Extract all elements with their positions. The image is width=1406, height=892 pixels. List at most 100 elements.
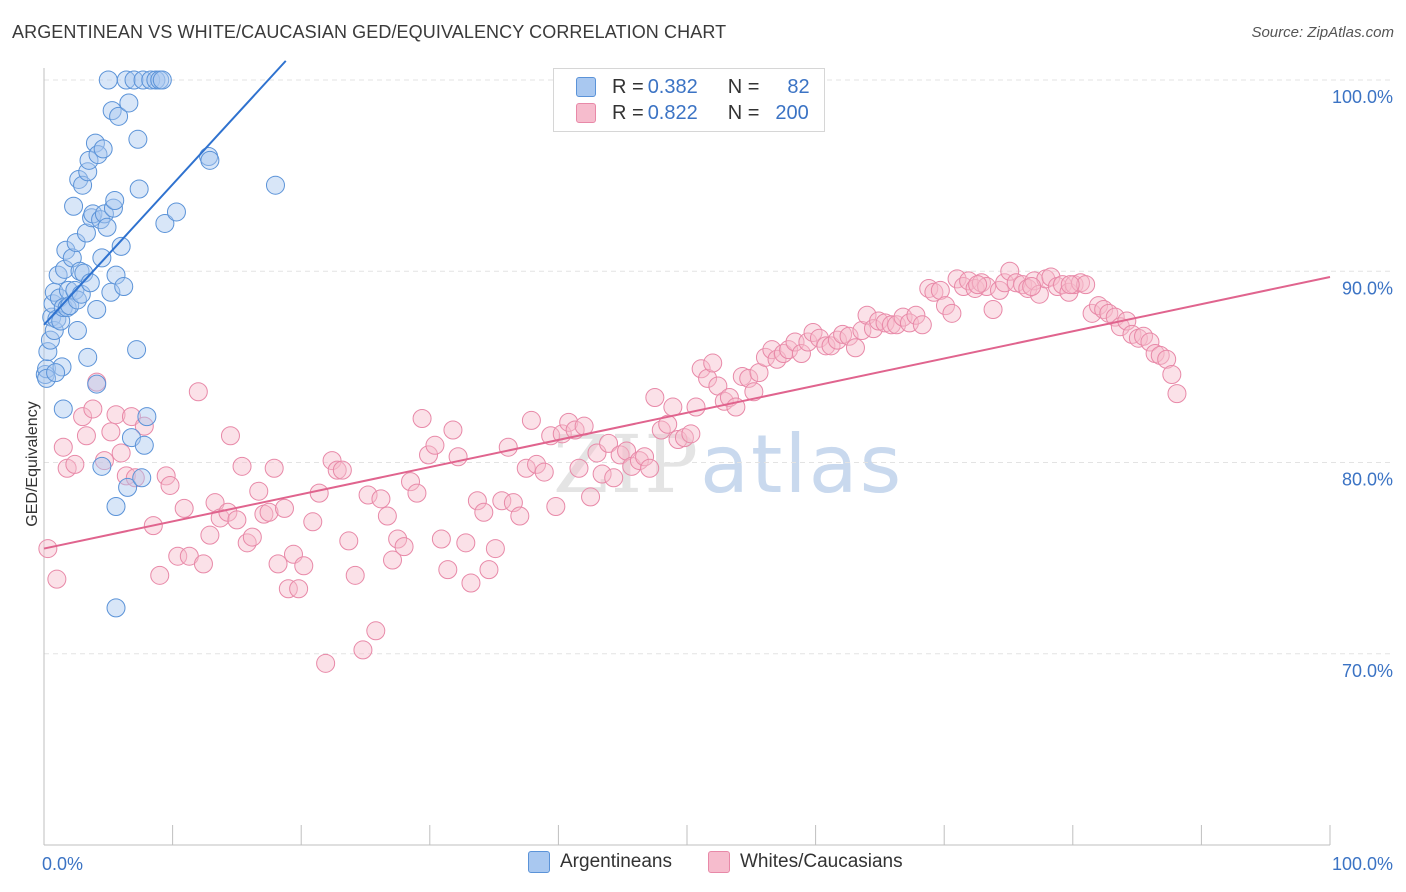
data-point-argentineans bbox=[265, 175, 285, 195]
data-point-whites bbox=[827, 330, 847, 350]
data-point-argentineans bbox=[132, 468, 152, 488]
data-point-whites bbox=[76, 426, 96, 446]
data-point-whites bbox=[691, 359, 711, 379]
data-point-whites bbox=[383, 550, 403, 570]
data-point-whites bbox=[968, 275, 988, 295]
data-point-whites bbox=[388, 529, 408, 549]
series-legend: Argentineans Whites/Caucasians bbox=[0, 851, 1406, 877]
data-point-argentineans bbox=[103, 198, 123, 218]
data-point-whites bbox=[953, 277, 973, 297]
data-point-argentineans bbox=[106, 598, 126, 618]
data-point-argentineans bbox=[37, 368, 57, 388]
data-point-whites bbox=[703, 353, 723, 373]
data-point-whites bbox=[461, 573, 481, 593]
watermark-atlas: atlas bbox=[700, 418, 904, 511]
data-point-whites bbox=[1157, 349, 1177, 369]
data-point-whites bbox=[274, 498, 294, 518]
data-point-whites bbox=[264, 458, 284, 478]
data-point-whites bbox=[983, 300, 1003, 319]
data-point-argentineans bbox=[127, 340, 147, 360]
data-point-argentineans bbox=[109, 106, 129, 126]
data-point-whites bbox=[919, 278, 939, 298]
data-point-whites bbox=[210, 508, 230, 528]
data-point-whites bbox=[237, 533, 257, 553]
data-point-whites bbox=[516, 458, 536, 478]
y-tick-label: 100.0% bbox=[1332, 87, 1393, 107]
legend-label-whites: Whites/Caucasians bbox=[740, 851, 903, 872]
data-point-argentineans bbox=[66, 233, 86, 253]
data-point-whites bbox=[303, 512, 323, 532]
data-point-whites bbox=[592, 464, 612, 484]
correlation-legend: R = 0.382 N = 82 R = 0.822 N = 200 bbox=[553, 68, 825, 132]
r-label: R = bbox=[612, 75, 644, 98]
data-point-whites bbox=[289, 579, 309, 599]
data-point-whites bbox=[645, 387, 665, 407]
data-point-whites bbox=[249, 481, 269, 501]
data-point-whites bbox=[101, 422, 121, 442]
series-whites-caucasians bbox=[38, 261, 1187, 673]
data-point-argentineans bbox=[128, 129, 148, 149]
data-point-whites bbox=[1076, 275, 1096, 295]
chart-title: ARGENTINEAN VS WHITE/CAUCASIAN GED/EQUIV… bbox=[12, 22, 727, 42]
data-point-whites bbox=[930, 280, 950, 300]
axis-labels: 100.0% 90.0% 80.0% 70.0% 0.0% 100.0% GED/Equiv… bbox=[24, 87, 1393, 874]
data-point-whites bbox=[617, 441, 637, 461]
data-point-whites bbox=[833, 324, 853, 344]
data-point-argentineans bbox=[105, 190, 125, 210]
data-point-whites bbox=[492, 491, 512, 511]
data-point-whites bbox=[73, 407, 93, 427]
data-point-argentineans bbox=[87, 300, 107, 319]
axes bbox=[43, 68, 1331, 846]
data-point-whites bbox=[407, 483, 427, 503]
data-point-whites bbox=[438, 560, 458, 580]
data-point-whites bbox=[125, 468, 145, 488]
data-point-argentineans bbox=[38, 342, 58, 362]
data-point-argentineans bbox=[118, 477, 138, 497]
data-point-whites bbox=[345, 565, 365, 585]
legend-item-argentineans[interactable]: Argentineans bbox=[528, 851, 672, 873]
data-point-whites bbox=[65, 454, 85, 474]
data-point-argentineans bbox=[53, 399, 73, 419]
data-point-whites bbox=[935, 296, 955, 316]
n-value: 200 bbox=[775, 101, 809, 124]
data-point-argentineans bbox=[67, 290, 87, 310]
data-point-argentineans bbox=[56, 240, 76, 260]
r-value: 0.822 bbox=[647, 101, 698, 124]
data-point-whites bbox=[83, 399, 103, 419]
data-point-argentineans bbox=[119, 93, 139, 113]
data-point-whites bbox=[686, 397, 706, 417]
data-point-whites bbox=[431, 529, 451, 549]
data-point-argentineans bbox=[92, 248, 112, 268]
data-point-whites bbox=[1094, 300, 1114, 319]
data-point-whites bbox=[327, 460, 347, 480]
y-tick-label: 90.0% bbox=[1342, 278, 1393, 298]
data-point-whites bbox=[521, 410, 541, 430]
data-point-argentineans bbox=[106, 265, 126, 285]
data-point-whites bbox=[534, 462, 554, 482]
data-point-whites bbox=[906, 305, 926, 325]
data-point-whites bbox=[1140, 332, 1160, 352]
data-point-argentineans bbox=[106, 496, 126, 516]
y-tick-label: 70.0% bbox=[1342, 661, 1393, 681]
data-point-whites bbox=[200, 525, 220, 545]
data-point-whites bbox=[599, 433, 619, 453]
data-point-whites bbox=[278, 579, 298, 599]
y-axis-title: GED/Equivalency bbox=[24, 401, 41, 526]
data-point-whites bbox=[242, 527, 262, 547]
data-point-whites bbox=[220, 426, 240, 446]
data-point-argentineans bbox=[98, 70, 118, 90]
data-point-whites bbox=[1167, 384, 1187, 404]
data-point-argentineans bbox=[93, 139, 113, 159]
data-point-whites bbox=[456, 533, 476, 553]
data-point-whites bbox=[755, 347, 775, 367]
blue-swatch-icon bbox=[576, 77, 596, 97]
legend-item-whites[interactable]: Whites/Caucasians bbox=[708, 851, 903, 873]
data-point-whites bbox=[353, 640, 373, 660]
data-point-argentineans bbox=[152, 70, 172, 90]
data-point-whites bbox=[227, 510, 247, 530]
data-point-argentineans bbox=[91, 210, 111, 230]
data-point-whites bbox=[869, 311, 889, 331]
legend-row-whites: R = 0.822 N = 200 bbox=[576, 100, 809, 126]
data-point-argentineans bbox=[134, 435, 154, 455]
